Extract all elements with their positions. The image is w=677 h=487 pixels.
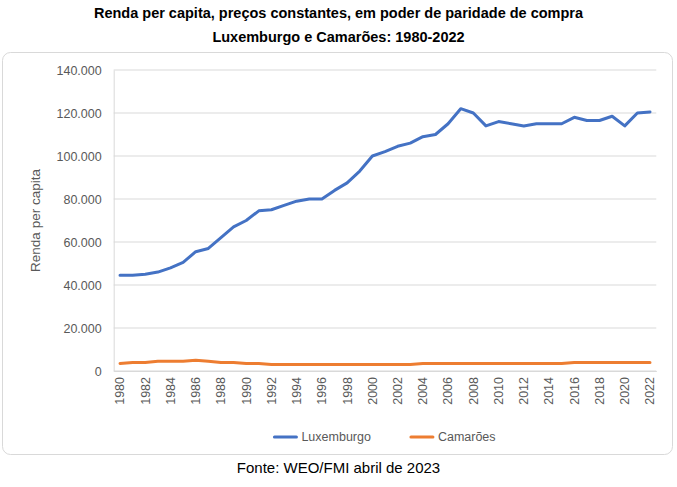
title: Renda per capita, preços constantes, em … (94, 5, 584, 21)
x-tick: 2012 (517, 371, 531, 405)
grid (114, 70, 657, 371)
x-tick-label: 2020 (618, 377, 632, 405)
grid-line (114, 371, 657, 372)
x-tick: 2016 (568, 371, 582, 405)
x-tick-label: 1984 (164, 377, 178, 405)
y-tick: 0 (95, 365, 114, 379)
legend-item: Camarões (411, 430, 496, 444)
grid-line (114, 156, 657, 157)
chart-frame (3, 53, 673, 455)
x-tick: 2014 (542, 371, 556, 405)
y-tick: 100.000 (57, 150, 114, 164)
x-tick-label: 1980 (113, 377, 127, 405)
x-tick: 1998 (341, 371, 355, 405)
x-tick-label: 2016 (568, 377, 582, 405)
grid-line (114, 70, 657, 71)
x-tick: 2002 (391, 371, 405, 405)
x-axis: 1980 1982 1984 1986 1988 1990 1992 1994 1996 1998… (113, 371, 657, 405)
grid-line (114, 328, 657, 329)
y-axis: 0 20.000 40.000 60.000 80.000 100.000 120.000 1… (57, 64, 115, 379)
y-tick-label: 40.000 (63, 279, 101, 293)
x-tick-label: 1994 (290, 377, 304, 405)
x-tick-label: 2002 (391, 377, 405, 405)
x-tick-label: 2000 (366, 377, 380, 405)
x-tick-label: 1996 (315, 377, 329, 405)
x-tick: 2022 (643, 371, 657, 405)
x-tick: 2018 (593, 371, 607, 405)
x-tick-label: 1990 (240, 377, 254, 405)
x-tick: 2020 (618, 371, 632, 405)
x-axis-line (114, 371, 657, 372)
grid-line (114, 113, 657, 114)
plot-area (120, 109, 650, 365)
grid-line (114, 285, 657, 286)
series-line (120, 109, 650, 276)
x-tick: 1994 (290, 371, 304, 405)
x-tick-label: 1998 (341, 377, 355, 405)
x-tick-label: 2014 (542, 377, 556, 405)
x-tick: 1996 (315, 371, 329, 405)
y-tick: 60.000 (63, 236, 113, 250)
x-tick-label: 2004 (416, 377, 430, 405)
x-tick-label: 1986 (189, 377, 203, 405)
y-axis-line (114, 71, 115, 372)
y-tick-label: 80.000 (63, 193, 101, 207)
x-tick: 1988 (214, 371, 228, 405)
y-tick: 120.000 (57, 107, 114, 121)
x-tick-label: 1992 (265, 377, 279, 405)
x-tick-label: 2010 (492, 377, 506, 405)
y-tick-label: 20.000 (63, 322, 101, 336)
y-tick: 40.000 (63, 279, 113, 293)
y-tick-label: 140.000 (57, 64, 102, 78)
y-tick-label: 100.000 (57, 150, 102, 164)
y-tick-label: 60.000 (63, 236, 101, 250)
y-axis-title: Renda per capita (28, 169, 43, 272)
x-tick: 2000 (366, 371, 380, 405)
chart: Renda per capita, preços constantes, em … (0, 0, 677, 487)
legend-swatch (411, 436, 433, 439)
x-tick: 1984 (164, 371, 178, 405)
legend-swatch (274, 436, 296, 439)
legend: Luxemburgo Camarões (274, 430, 495, 444)
x-tick-label: 1988 (214, 377, 228, 405)
grid-line (114, 242, 657, 243)
x-tick-label: 2022 (643, 377, 657, 405)
y-tick-label: 120.000 (57, 107, 102, 121)
x-tick: 1990 (240, 371, 254, 405)
x-tick-label: 2012 (517, 377, 531, 405)
x-tick-label: 2008 (467, 377, 481, 405)
x-tick: 2008 (467, 371, 481, 405)
x-tick: 1992 (265, 371, 279, 405)
grid-line (114, 199, 657, 200)
series-line (120, 360, 650, 364)
legend-label: Luxemburgo (301, 430, 371, 444)
legend-item: Luxemburgo (274, 430, 371, 444)
y-tick: 80.000 (63, 193, 113, 207)
x-tick: 1986 (189, 371, 203, 405)
x-tick-label: 2006 (441, 377, 455, 405)
source-note: Fonte: WEO/FMI abril de 2023 (237, 459, 440, 476)
x-tick: 1982 (139, 371, 153, 405)
x-tick-label: 2018 (593, 377, 607, 405)
x-tick-label: 1982 (139, 377, 153, 405)
legend-label: Camarões (438, 430, 496, 444)
x-tick: 2004 (416, 371, 430, 405)
y-tick: 20.000 (63, 322, 113, 336)
x-tick: 2006 (441, 371, 455, 405)
x-tick: 1980 (113, 371, 127, 405)
y-tick: 140.000 (57, 64, 114, 78)
subtitle: Luxemburgo e Camarões: 1980-2022 (212, 29, 464, 45)
x-tick: 2010 (492, 371, 506, 405)
y-tick-label: 0 (95, 365, 102, 379)
